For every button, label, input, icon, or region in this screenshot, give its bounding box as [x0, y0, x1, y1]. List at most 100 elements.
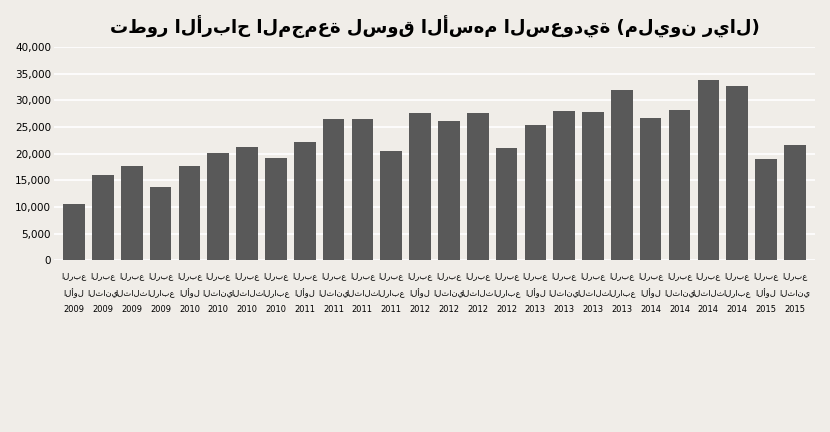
Bar — [352, 119, 374, 260]
Text: الأول: الأول — [640, 288, 662, 298]
Text: الربع: الربع — [523, 271, 548, 280]
Text: الرابع: الرابع — [608, 288, 636, 297]
Title: تطور الأرباح المجمعة لسوق الأسهم السعودية (مليون ريال): تطور الأرباح المجمعة لسوق الأسهم السعودي… — [110, 15, 759, 38]
Text: الثالث: الثالث — [692, 288, 725, 297]
Text: الربع: الربع — [90, 271, 115, 280]
Text: الثالث: الثالث — [346, 288, 378, 297]
Text: 2014: 2014 — [669, 305, 690, 314]
Text: الرابع: الرابع — [378, 288, 405, 297]
Text: الثاني: الثاني — [318, 288, 349, 297]
Text: الأول: الأول — [409, 288, 431, 298]
Text: 2011: 2011 — [294, 305, 315, 314]
Bar — [784, 145, 806, 260]
Text: 2010: 2010 — [179, 305, 200, 314]
Text: الربع: الربع — [234, 271, 260, 280]
Text: 2012: 2012 — [438, 305, 459, 314]
Text: الربع: الربع — [177, 271, 202, 280]
Text: الربع: الربع — [263, 271, 289, 280]
Text: 2013: 2013 — [583, 305, 603, 314]
Bar — [496, 148, 517, 260]
Bar — [294, 142, 315, 260]
Text: الربع: الربع — [206, 271, 231, 280]
Text: الربع: الربع — [666, 271, 692, 280]
Text: الثاني: الثاني — [549, 288, 579, 297]
Bar — [438, 121, 460, 260]
Text: 2009: 2009 — [121, 305, 142, 314]
Text: الربع: الربع — [580, 271, 606, 280]
Text: الربع: الربع — [61, 271, 86, 280]
Bar — [178, 166, 200, 260]
Text: الثالث: الثالث — [577, 288, 609, 297]
Text: 2009: 2009 — [92, 305, 114, 314]
Text: 2011: 2011 — [352, 305, 373, 314]
Text: الربع: الربع — [754, 271, 779, 280]
Bar — [63, 204, 85, 260]
Text: 2010: 2010 — [266, 305, 286, 314]
Text: 2013: 2013 — [525, 305, 546, 314]
Bar — [611, 89, 632, 260]
Bar — [265, 158, 286, 260]
Bar — [149, 187, 171, 260]
Text: الربع: الربع — [638, 271, 663, 280]
Text: الربع: الربع — [465, 271, 491, 280]
Text: 2011: 2011 — [323, 305, 344, 314]
Bar — [323, 119, 344, 260]
Text: الربع: الربع — [120, 271, 144, 280]
Text: الثاني: الثاني — [779, 288, 810, 297]
Bar — [525, 125, 546, 260]
Text: الثالث: الثالث — [461, 288, 494, 297]
Text: الرابع: الرابع — [724, 288, 751, 297]
Text: 2012: 2012 — [467, 305, 488, 314]
Text: الثاني: الثاني — [87, 288, 119, 297]
Text: 2010: 2010 — [237, 305, 257, 314]
Bar — [582, 112, 603, 260]
Text: 2012: 2012 — [409, 305, 431, 314]
Text: الربع: الربع — [696, 271, 721, 280]
Text: الثاني: الثاني — [203, 288, 234, 297]
Text: الرابع: الرابع — [493, 288, 520, 297]
Text: 2013: 2013 — [554, 305, 574, 314]
Bar — [726, 86, 748, 260]
Text: 2011: 2011 — [381, 305, 402, 314]
Text: الربع: الربع — [349, 271, 375, 280]
Text: 2009: 2009 — [150, 305, 171, 314]
Text: الربع: الربع — [609, 271, 634, 280]
Bar — [92, 175, 114, 260]
Text: الثالث: الثالث — [231, 288, 263, 297]
Text: الربع: الربع — [552, 271, 577, 280]
Text: الربع: الربع — [725, 271, 749, 280]
Text: 2010: 2010 — [208, 305, 229, 314]
Bar — [409, 112, 431, 260]
Text: الربع: الربع — [782, 271, 808, 280]
Bar — [554, 111, 575, 260]
Bar — [380, 152, 402, 260]
Text: الثالث: الثالث — [115, 288, 148, 297]
Bar — [640, 118, 662, 260]
Text: الأول: الأول — [295, 288, 315, 298]
Text: الربع: الربع — [148, 271, 173, 280]
Text: الأول: الأول — [525, 288, 546, 298]
Text: 2015: 2015 — [755, 305, 777, 314]
Text: الثاني: الثاني — [433, 288, 465, 297]
Text: الثاني: الثاني — [664, 288, 695, 297]
Text: الأول: الأول — [179, 288, 200, 298]
Text: 2012: 2012 — [496, 305, 517, 314]
Bar — [121, 166, 143, 260]
Text: 2014: 2014 — [726, 305, 748, 314]
Text: الربع: الربع — [321, 271, 346, 280]
Text: الأول: الأول — [64, 288, 85, 298]
Bar — [237, 147, 258, 260]
Bar — [669, 110, 691, 260]
Text: الربع: الربع — [408, 271, 432, 280]
Bar — [697, 80, 719, 260]
Text: 2014: 2014 — [640, 305, 662, 314]
Text: الربع: الربع — [437, 271, 461, 280]
Text: الربع: الربع — [494, 271, 519, 280]
Bar — [755, 159, 777, 260]
Bar — [208, 153, 229, 260]
Text: 2015: 2015 — [784, 305, 805, 314]
Text: الأول: الأول — [755, 288, 776, 298]
Text: 2009: 2009 — [64, 305, 85, 314]
Bar — [467, 112, 489, 260]
Text: الربع: الربع — [292, 271, 317, 280]
